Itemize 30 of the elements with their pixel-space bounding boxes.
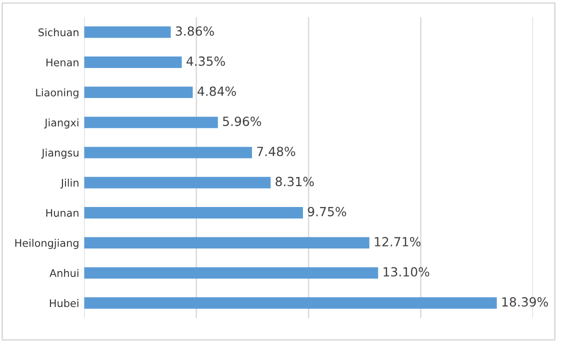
bar	[84, 26, 171, 38]
bar	[84, 116, 218, 128]
bar	[84, 297, 497, 309]
bar	[84, 86, 193, 98]
data-label: 4.84%	[198, 86, 236, 96]
data-label: 3.86%	[176, 26, 214, 36]
y-tick-label: Heilongjiang	[15, 238, 78, 249]
y-tick-label: Hunan	[46, 209, 78, 217]
bar	[84, 56, 182, 68]
data-label: 12.71%	[374, 236, 420, 246]
bar	[84, 267, 378, 279]
data-label: 5.96%	[223, 116, 262, 126]
y-tick-label: Jiangsu	[41, 148, 78, 159]
bar	[84, 237, 370, 249]
y-tick-label: Liaoning	[36, 88, 78, 98]
bar	[84, 146, 252, 158]
y-tick-label: Jiangxi	[44, 118, 78, 129]
data-label: 4.35%	[186, 56, 225, 66]
data-label: 7.48%	[257, 146, 296, 156]
y-tick-label: Sichuan	[38, 28, 78, 36]
y-tick-label: Henan	[46, 58, 78, 66]
bar	[84, 207, 303, 218]
y-tick-label: Anhui	[50, 268, 78, 278]
data-label: 13.10%	[384, 267, 430, 277]
bar	[84, 176, 271, 188]
data-label: 8.31%	[276, 176, 314, 186]
data-label: 9.75%	[308, 206, 346, 216]
data-label: 18.39%	[502, 297, 548, 307]
y-tick-label: Hubei	[50, 299, 78, 308]
y-tick-label: Jilin	[60, 178, 78, 189]
